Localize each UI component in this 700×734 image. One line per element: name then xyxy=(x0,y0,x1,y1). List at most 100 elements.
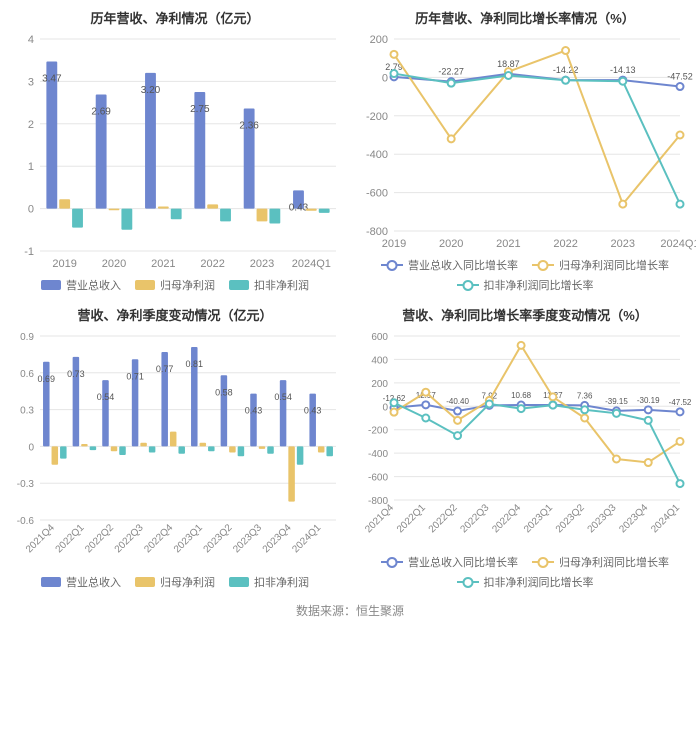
legend-item: 扣非净利润同比增长率 xyxy=(457,574,594,590)
svg-text:-800: -800 xyxy=(366,226,388,238)
svg-text:2021: 2021 xyxy=(496,238,520,250)
svg-text:2022: 2022 xyxy=(200,258,224,270)
data-source-footer: 数据来源：恒生聚源 xyxy=(0,594,700,629)
panel-bottom-right: 营收、净利同比增长率季度变动情况（%） -800-600-400-2000200… xyxy=(350,297,700,594)
svg-text:0.58: 0.58 xyxy=(215,387,233,397)
svg-text:2.69: 2.69 xyxy=(91,107,111,118)
chart-area: -0.6-0.300.30.60.90.690.730.540.710.770.… xyxy=(4,330,346,570)
legend-item: 扣非净利润 xyxy=(229,277,309,293)
legend-item: 营业总收入 xyxy=(41,574,121,590)
svg-text:0.71: 0.71 xyxy=(126,371,144,381)
svg-text:2022: 2022 xyxy=(553,238,577,250)
legend-item: 营业总收入同比增长率 xyxy=(381,554,518,570)
svg-text:200: 200 xyxy=(371,379,388,390)
chart-title: 营收、净利同比增长率季度变动情况（%） xyxy=(354,305,696,324)
svg-text:-400: -400 xyxy=(366,149,388,161)
legend-label: 营业总收入 xyxy=(66,574,121,590)
legend-swatch-line xyxy=(381,264,403,266)
svg-text:400: 400 xyxy=(371,355,388,366)
svg-text:-0.6: -0.6 xyxy=(17,516,35,527)
svg-text:2.75: 2.75 xyxy=(190,104,210,115)
legend-swatch-line xyxy=(532,561,554,563)
svg-text:0.73: 0.73 xyxy=(67,369,85,379)
legend: 营业总收入同比增长率 归母净利润同比增长率扣非净利润同比增长率 xyxy=(354,257,696,293)
svg-text:2022Q3: 2022Q3 xyxy=(459,502,492,535)
svg-text:10.68: 10.68 xyxy=(511,391,532,400)
svg-text:-400: -400 xyxy=(368,449,388,460)
legend-swatch-line xyxy=(532,264,554,266)
legend-label: 归母净利润同比增长率 xyxy=(559,554,669,570)
legend: 营业总收入同比增长率 归母净利润同比增长率扣非净利润同比增长率 xyxy=(354,554,696,590)
svg-text:-1: -1 xyxy=(24,246,34,258)
legend: 营业总收入 归母净利润 扣非净利润 xyxy=(4,574,346,590)
legend-label: 营业总收入同比增长率 xyxy=(408,554,518,570)
svg-text:2022Q3: 2022Q3 xyxy=(113,522,146,555)
svg-text:0.77: 0.77 xyxy=(156,364,174,374)
svg-text:2023Q4: 2023Q4 xyxy=(261,522,294,555)
svg-text:3: 3 xyxy=(28,76,34,88)
svg-text:1: 1 xyxy=(28,161,34,173)
svg-text:-200: -200 xyxy=(368,426,388,437)
chart-title: 历年营收、净利同比增长率情况（%） xyxy=(354,8,696,27)
svg-text:2022Q4: 2022Q4 xyxy=(490,502,523,535)
svg-text:0: 0 xyxy=(28,442,34,453)
legend-label: 扣非净利润 xyxy=(254,574,309,590)
chart-title: 历年营收、净利情况（亿元） xyxy=(4,8,346,27)
legend-item: 归母净利润同比增长率 xyxy=(532,554,669,570)
svg-text:2023Q1: 2023Q1 xyxy=(522,502,555,535)
svg-text:2023Q2: 2023Q2 xyxy=(202,522,235,555)
svg-text:-39.15: -39.15 xyxy=(605,397,628,406)
svg-text:3.47: 3.47 xyxy=(42,73,62,84)
svg-text:0: 0 xyxy=(382,402,388,413)
svg-text:0.81: 0.81 xyxy=(186,359,204,369)
legend-label: 归母净利润 xyxy=(160,574,215,590)
svg-text:2023: 2023 xyxy=(250,258,274,270)
legend-item: 营业总收入同比增长率 xyxy=(381,257,518,273)
legend-label: 扣非净利润 xyxy=(254,277,309,293)
legend-label: 营业总收入同比增长率 xyxy=(408,257,518,273)
chart-grid: 历年营收、净利情况（亿元） -1012343.472.693.202.752.3… xyxy=(0,0,700,594)
legend-label: 归母净利润 xyxy=(160,277,215,293)
legend-item: 营业总收入 xyxy=(41,277,121,293)
svg-text:2022Q1: 2022Q1 xyxy=(395,502,428,535)
legend-item: 扣非净利润同比增长率 xyxy=(457,277,594,293)
legend: 营业总收入 归母净利润 扣非净利润 xyxy=(4,277,346,293)
svg-text:-0.3: -0.3 xyxy=(17,479,35,490)
svg-text:2023: 2023 xyxy=(611,238,635,250)
panel-top-right: 历年营收、净利同比增长率情况（%） -800-600-400-20002002.… xyxy=(350,0,700,297)
svg-text:600: 600 xyxy=(371,332,388,343)
legend-swatch-bar xyxy=(135,577,155,587)
svg-text:7.36: 7.36 xyxy=(577,391,593,400)
svg-text:-47.52: -47.52 xyxy=(667,72,693,82)
svg-text:0.69: 0.69 xyxy=(38,374,56,384)
svg-text:2021Q4: 2021Q4 xyxy=(363,502,396,535)
svg-text:2023Q3: 2023Q3 xyxy=(231,522,264,555)
svg-text:-14.13: -14.13 xyxy=(610,65,636,75)
svg-text:2021: 2021 xyxy=(151,258,175,270)
legend-item: 归母净利润 xyxy=(135,574,215,590)
svg-text:-200: -200 xyxy=(366,111,388,123)
legend-swatch-bar xyxy=(229,577,249,587)
legend-swatch-bar xyxy=(41,280,61,290)
svg-text:2.36: 2.36 xyxy=(239,121,259,132)
legend-label: 营业总收入 xyxy=(66,277,121,293)
legend-swatch-bar xyxy=(135,280,155,290)
legend-swatch-line xyxy=(457,581,479,583)
legend-label: 归母净利润同比增长率 xyxy=(559,257,669,273)
svg-text:-47.52: -47.52 xyxy=(669,398,692,407)
legend-label: 扣非净利润同比增长率 xyxy=(484,277,594,293)
svg-text:-40.40: -40.40 xyxy=(446,397,469,406)
legend-swatch-line xyxy=(457,284,479,286)
svg-text:-600: -600 xyxy=(368,473,388,484)
chart-area: -800-600-400-2000200400600-12.6212.57-40… xyxy=(354,330,696,550)
svg-text:-30.19: -30.19 xyxy=(637,396,660,405)
svg-text:0.54: 0.54 xyxy=(97,392,115,402)
svg-text:0.54: 0.54 xyxy=(274,392,292,402)
svg-text:0: 0 xyxy=(382,72,388,84)
svg-text:2022Q2: 2022Q2 xyxy=(83,522,116,555)
svg-text:2022Q2: 2022Q2 xyxy=(427,502,460,535)
svg-text:0.43: 0.43 xyxy=(245,406,263,416)
svg-text:2024Q1: 2024Q1 xyxy=(292,258,331,270)
svg-text:3.20: 3.20 xyxy=(141,85,161,96)
svg-text:0.6: 0.6 xyxy=(20,369,34,380)
